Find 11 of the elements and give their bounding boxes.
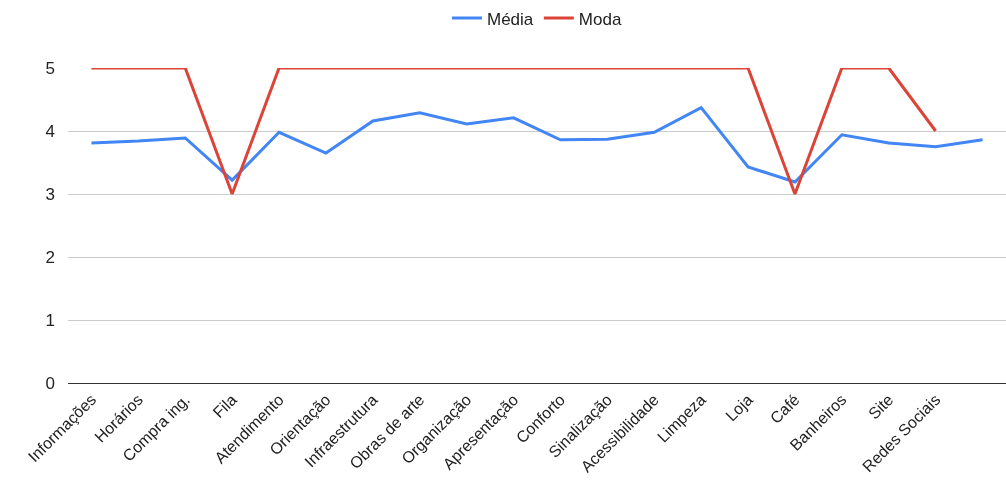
line-series [89, 106, 985, 184]
y-tick-label: 0 [45, 373, 55, 393]
y-tick-label: 2 [45, 247, 55, 267]
y-tick-label: 4 [45, 121, 55, 141]
legend-label: Moda [578, 9, 622, 29]
x-tick-label: Loja [722, 390, 756, 425]
y-tick-label: 1 [45, 310, 55, 330]
y-tick-label: 5 [45, 58, 55, 78]
legend-label: Média [487, 9, 534, 29]
y-tick-label: 3 [45, 184, 55, 204]
x-tick-label: Site [865, 390, 897, 423]
